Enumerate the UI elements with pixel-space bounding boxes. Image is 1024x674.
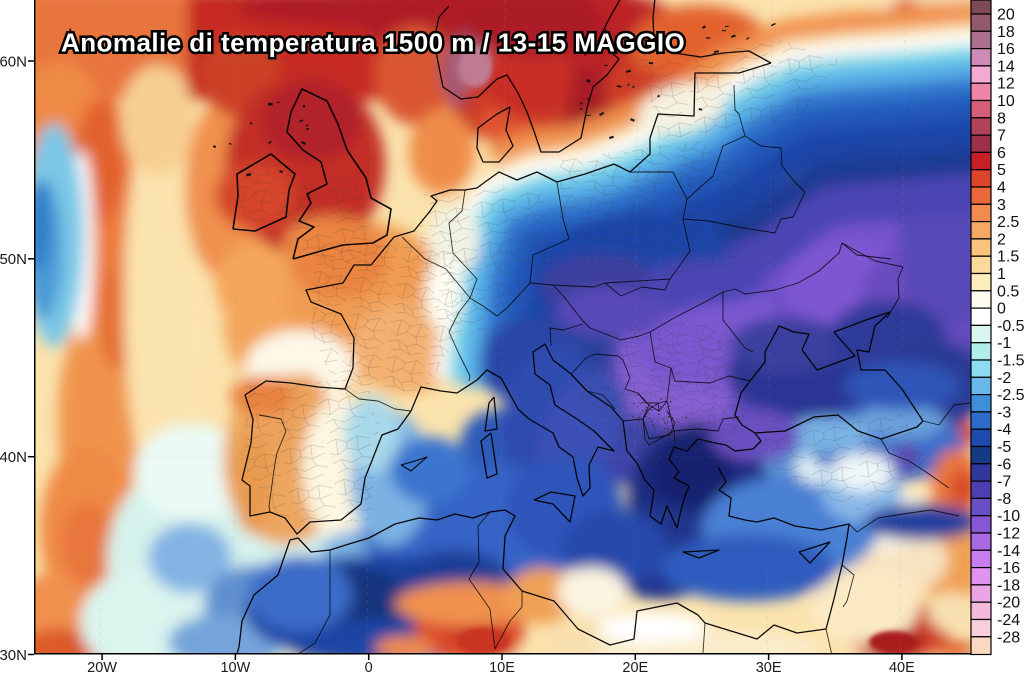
svg-text:8: 8 [997, 110, 1006, 127]
svg-text:3: 3 [997, 197, 1006, 214]
svg-text:-1.5: -1.5 [997, 353, 1024, 370]
svg-text:1.5: 1.5 [997, 249, 1019, 266]
svg-text:-2: -2 [997, 370, 1011, 387]
svg-text:-2.5: -2.5 [997, 387, 1024, 404]
svg-text:-16: -16 [997, 560, 1020, 577]
svg-text:10: 10 [997, 93, 1015, 110]
svg-text:0: 0 [997, 301, 1006, 318]
svg-text:-4: -4 [997, 422, 1011, 439]
svg-text:10W: 10W [220, 660, 250, 674]
svg-text:2.5: 2.5 [997, 214, 1019, 231]
svg-text:7: 7 [997, 128, 1006, 145]
svg-text:50N: 50N [0, 251, 27, 268]
svg-text:20: 20 [997, 7, 1015, 24]
svg-text:-0.5: -0.5 [997, 318, 1024, 335]
svg-text:30E: 30E [756, 660, 782, 674]
svg-text:-24: -24 [997, 612, 1020, 629]
svg-text:16: 16 [997, 41, 1015, 58]
svg-text:20W: 20W [87, 660, 117, 674]
svg-text:10E: 10E [489, 660, 515, 674]
svg-text:20E: 20E [622, 660, 648, 674]
svg-text:-12: -12 [997, 526, 1020, 543]
svg-text:-1: -1 [997, 335, 1011, 352]
svg-text:40N: 40N [0, 449, 27, 466]
svg-text:4: 4 [997, 180, 1006, 197]
svg-text:Anomalie di temperatura 1500 m: Anomalie di temperatura 1500 m / 13-15 M… [61, 28, 685, 58]
svg-text:60N: 60N [0, 53, 27, 70]
svg-text:-5: -5 [997, 439, 1011, 456]
svg-text:1: 1 [997, 266, 1006, 283]
svg-text:18: 18 [997, 24, 1015, 41]
svg-text:-8: -8 [997, 491, 1011, 508]
svg-text:-28: -28 [997, 629, 1020, 646]
svg-text:6: 6 [997, 145, 1006, 162]
svg-text:0: 0 [365, 660, 373, 674]
svg-text:-3: -3 [997, 404, 1011, 421]
svg-text:12: 12 [997, 76, 1015, 93]
svg-text:40E: 40E [889, 660, 915, 674]
svg-text:0.5: 0.5 [997, 283, 1019, 300]
svg-text:5: 5 [997, 162, 1006, 179]
svg-text:30N: 30N [0, 647, 27, 664]
svg-text:-7: -7 [997, 474, 1011, 491]
svg-text:-10: -10 [997, 508, 1020, 525]
svg-text:2: 2 [997, 231, 1006, 248]
svg-text:14: 14 [997, 58, 1015, 75]
svg-text:-20: -20 [997, 595, 1020, 612]
svg-text:-18: -18 [997, 577, 1020, 594]
svg-text:-6: -6 [997, 456, 1011, 473]
svg-text:-14: -14 [997, 543, 1020, 560]
